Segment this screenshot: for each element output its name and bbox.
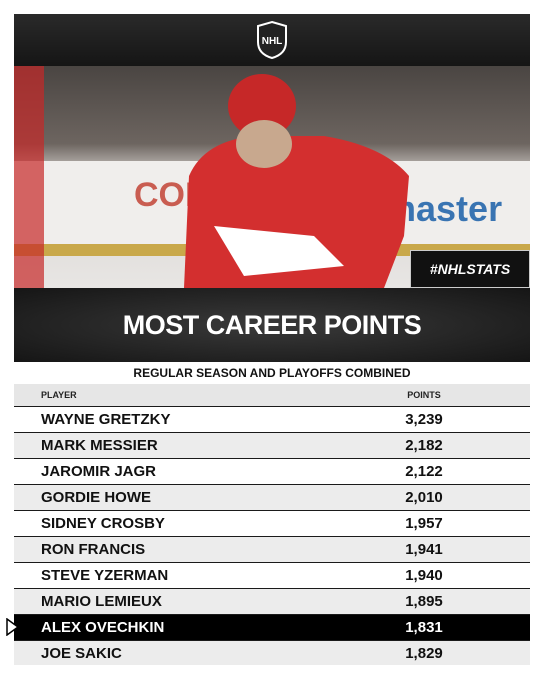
column-header: PLAYER	[41, 390, 77, 400]
row-marker	[6, 618, 20, 636]
table-row: JOE SAKIC 1,829	[14, 640, 530, 665]
table-row: MARIO LEMIEUX 1,895	[14, 588, 530, 614]
player-name: JAROMIR JAGR	[41, 463, 157, 480]
points: 1,895	[405, 593, 443, 610]
player-name: JOE SAKIC	[41, 644, 122, 662]
table-row: JAROMIR JAGR 2,122	[14, 458, 530, 484]
points: 2,010	[405, 489, 443, 506]
player-name: STEVE YZERMAN	[41, 567, 169, 584]
table-header: PLAYER POINTS	[14, 384, 530, 406]
points: 1,957	[405, 515, 443, 532]
points: 3,239	[405, 411, 443, 428]
table-row: STEVE YZERMAN 1,940	[14, 562, 530, 588]
player-name: ALEX OVECHKIN	[41, 619, 165, 636]
nhl-logo: NHL	[257, 20, 287, 60]
table-row-highlighted: ALEX OVECHKIN 1,831	[14, 614, 530, 640]
player-photo: COLD master #NHLSTATS	[14, 66, 530, 288]
top-bar: NHL	[14, 14, 530, 66]
player-name: MARK MESSIER	[41, 437, 158, 454]
points: 2,182	[405, 437, 443, 454]
points: 1,831	[405, 619, 443, 636]
table-row: MARK MESSIER 2,182	[14, 432, 530, 458]
points: 1,940	[405, 567, 443, 584]
table-row: GORDIE HOWE 2,010	[14, 484, 530, 510]
points: 1,941	[405, 541, 443, 558]
player-name: SIDNEY CROSBY	[41, 515, 165, 532]
logo-text: NHL	[262, 36, 283, 47]
player-name: WAYNE GRETZKY	[41, 411, 171, 428]
player-name: GORDIE HOWE	[41, 489, 152, 506]
points: 1,829	[405, 644, 443, 662]
player-name: MARIO LEMIEUX	[41, 593, 162, 610]
photo-art: COLD master	[14, 66, 530, 288]
table-row: SIDNEY CROSBY 1,957	[14, 510, 530, 536]
table-row: WAYNE GRETZKY 3,239	[14, 406, 530, 432]
stats-badge: #NHLSTATS	[410, 250, 530, 288]
points: 2,122	[405, 463, 443, 480]
subtitle: REGULAR SEASON AND PLAYOFFS COMBINED	[14, 362, 530, 384]
title: MOST CAREER POINTS	[14, 288, 530, 362]
player-name: RON FRANCIS	[41, 541, 146, 558]
column-header: POINTS	[407, 390, 441, 400]
table-row: RON FRANCIS 1,941	[14, 536, 530, 562]
card: NHL COLD master #NHLSTATS MOST CAREER PO…	[14, 14, 530, 665]
